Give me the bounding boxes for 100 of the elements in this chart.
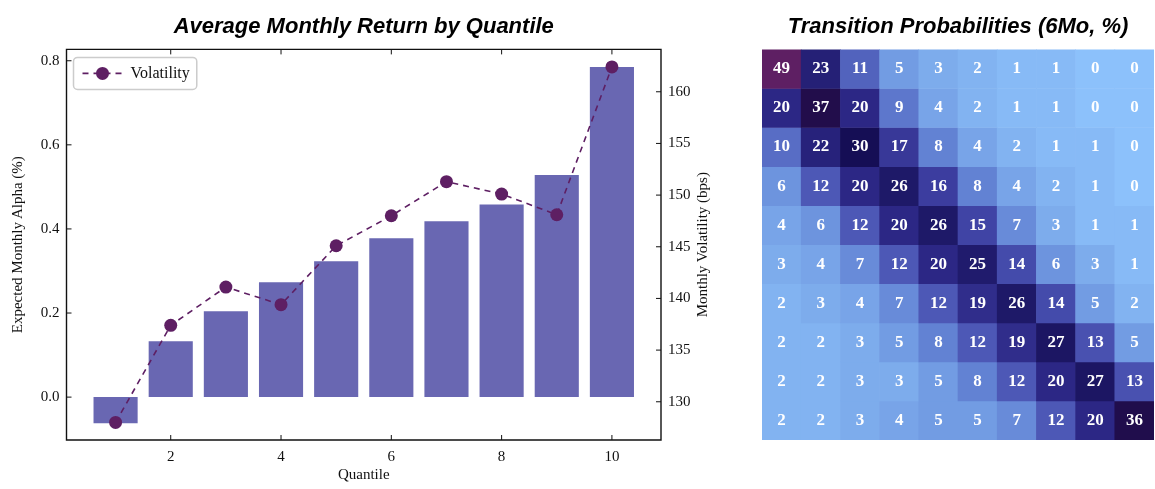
y2-tick-label: 155 — [668, 134, 691, 151]
data-label: 0 — [1130, 58, 1139, 78]
data-label: 15 — [969, 214, 987, 234]
data-label: 4 — [816, 253, 826, 273]
data-label: 20 — [773, 97, 791, 117]
data-label: 26 — [1008, 292, 1026, 312]
data-label: 4 — [777, 214, 787, 234]
data-label: 1 — [1051, 97, 1061, 117]
data-label: 1 — [1090, 175, 1100, 195]
data-label: 4 — [934, 97, 944, 117]
data-label: 12 — [1047, 409, 1065, 429]
data-label: 49 — [773, 58, 791, 78]
data-label: 2 — [816, 370, 826, 390]
y2-tick-label: 160 — [668, 82, 691, 99]
data-label: 2 — [1130, 292, 1139, 312]
data-label: 7 — [894, 292, 904, 312]
y2-tick-label: 130 — [668, 392, 691, 409]
bar — [148, 341, 193, 398]
data-label: 13 — [1125, 370, 1143, 390]
bar — [424, 221, 469, 398]
y2-tick-label: 150 — [668, 186, 691, 203]
data-label: 30 — [851, 136, 869, 156]
point — [605, 60, 619, 74]
data-label: 19 — [1008, 331, 1026, 351]
data-label: 7 — [1012, 409, 1022, 429]
data-label: 3 — [777, 253, 786, 273]
data-label: 0 — [1090, 97, 1100, 117]
data-label: 27 — [1047, 331, 1065, 351]
data-label: 22 — [812, 136, 830, 156]
data-label: 4 — [894, 409, 904, 429]
data-label: 5 — [934, 409, 943, 429]
x-tick-label: 2 — [166, 447, 175, 464]
data-label: 5 — [973, 409, 982, 429]
data-label: 3 — [855, 370, 865, 390]
bar — [314, 261, 359, 398]
data-label: 23 — [812, 58, 830, 78]
point — [329, 239, 343, 253]
x-axis-title: Quantile — [337, 465, 390, 482]
data-label: 12 — [929, 292, 947, 312]
data-label: 5 — [1090, 292, 1100, 312]
data-label: 8 — [934, 331, 943, 351]
data-label: 0 — [1130, 175, 1139, 195]
data-label: 20 — [851, 175, 869, 195]
data-label: 2 — [816, 331, 826, 351]
data-label: 14 — [1047, 292, 1065, 312]
data-label: 17 — [890, 136, 909, 156]
data-label: 12 — [969, 331, 987, 351]
data-label: 2 — [777, 409, 786, 429]
data-label: 2 — [777, 331, 786, 351]
point — [164, 318, 178, 332]
data-label: 4 — [855, 292, 865, 312]
y-tick-label: 0.4 — [40, 219, 60, 236]
y2-tick-label: 135 — [668, 341, 691, 358]
y2-tick-label: 140 — [668, 289, 691, 306]
data-label: 5 — [894, 58, 904, 78]
bar — [258, 282, 304, 398]
data-label: 7 — [855, 253, 865, 273]
point — [109, 415, 123, 429]
data-label: 2 — [816, 409, 826, 429]
bar — [93, 397, 138, 424]
data-label: 1 — [1012, 97, 1022, 117]
point — [495, 187, 509, 201]
bar — [534, 175, 579, 398]
data-label: 2 — [777, 370, 786, 390]
x-tick-label: 8 — [497, 447, 506, 464]
data-label: 1 — [1090, 214, 1100, 234]
y-tick-label: 0.0 — [40, 388, 60, 405]
data-label: 27 — [1086, 370, 1105, 390]
y2-tick-label: 145 — [668, 237, 691, 254]
data-label: 3 — [1051, 214, 1061, 234]
bar — [479, 204, 524, 398]
bar — [589, 67, 634, 398]
data-label: 3 — [855, 409, 865, 429]
data-label: 7 — [1012, 214, 1022, 234]
data-label: 14 — [1008, 253, 1026, 273]
data-label: 20 — [1047, 370, 1065, 390]
data-label: 6 — [816, 214, 826, 234]
x-tick-label: 4 — [277, 447, 286, 464]
data-label: 10 — [773, 136, 791, 156]
data-label: 3 — [816, 292, 826, 312]
data-label: 0 — [1090, 58, 1100, 78]
point — [219, 280, 233, 294]
bar — [369, 238, 414, 398]
data-label: 2 — [1051, 175, 1061, 195]
x-tick-label: 6 — [387, 447, 396, 464]
data-label: 3 — [934, 58, 943, 78]
data-label: 12 — [812, 175, 830, 195]
data-label: 16 — [929, 175, 947, 195]
data-label: 4 — [1012, 175, 1022, 195]
data-label: 6 — [777, 175, 786, 195]
data-label: 8 — [973, 175, 982, 195]
y-tick-label: 0.8 — [40, 51, 60, 68]
data-label: 11 — [851, 58, 869, 78]
data-label: 26 — [890, 175, 908, 195]
data-label: 2 — [973, 58, 982, 78]
point — [550, 208, 564, 222]
data-label: 1 — [1051, 58, 1061, 78]
y2-axis-title: Monthly Volatility (bps) — [693, 172, 711, 318]
data-label: 0 — [1130, 97, 1139, 117]
data-label: 36 — [1125, 409, 1143, 429]
